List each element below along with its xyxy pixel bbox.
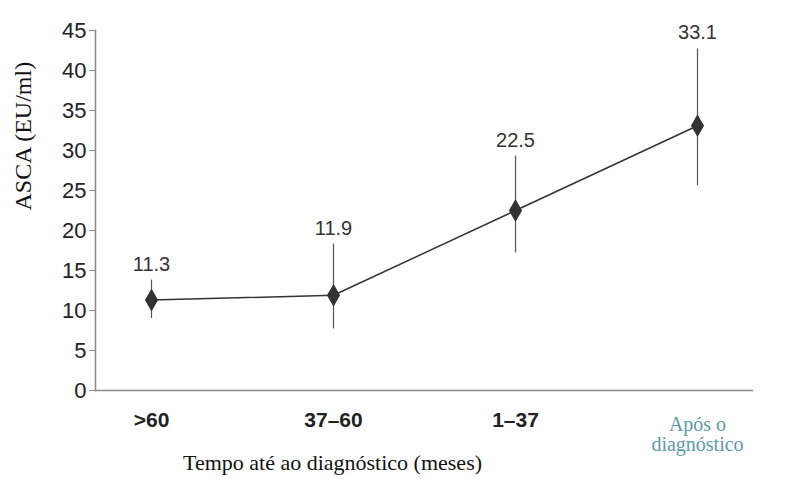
svg-text:0: 0 <box>74 378 86 403</box>
svg-text:45: 45 <box>62 18 86 43</box>
svg-text:35: 35 <box>62 98 86 123</box>
svg-text:25: 25 <box>62 178 86 203</box>
svg-text:33.1: 33.1 <box>678 21 717 43</box>
svg-text:11.9: 11.9 <box>315 217 352 239</box>
svg-text:5: 5 <box>74 338 86 363</box>
svg-text:11.3: 11.3 <box>133 253 170 275</box>
svg-text:>60: >60 <box>134 408 170 431</box>
svg-text:40: 40 <box>62 58 86 83</box>
svg-text:22.5: 22.5 <box>496 129 535 151</box>
svg-text:Tempo até ao diagnóstico (mese: Tempo até ao diagnóstico (meses) <box>183 450 482 475</box>
svg-text:ASCA (EU/ml): ASCA (EU/ml) <box>10 62 36 211</box>
svg-text:30: 30 <box>62 138 86 163</box>
svg-text:15: 15 <box>62 258 86 283</box>
svg-text:1–37: 1–37 <box>492 408 539 431</box>
svg-text:Após odiagnóstico: Após odiagnóstico <box>651 413 743 456</box>
svg-text:20: 20 <box>62 218 86 243</box>
svg-text:10: 10 <box>62 298 86 323</box>
svg-text:37–60: 37–60 <box>304 408 362 431</box>
